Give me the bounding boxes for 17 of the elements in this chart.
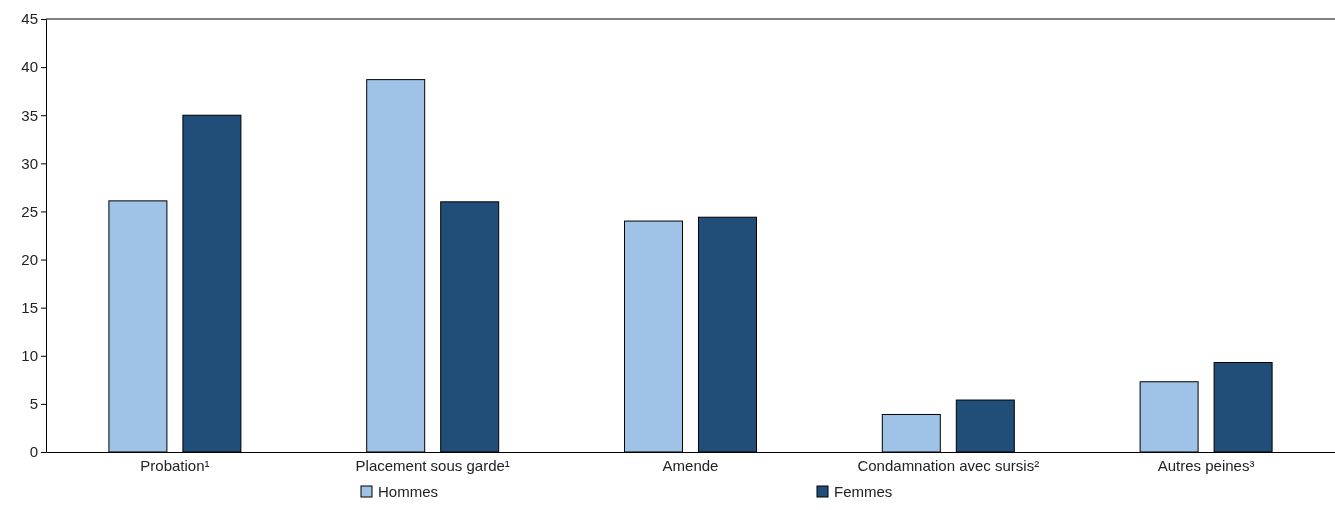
y-tick-label: 40 (21, 58, 38, 76)
legend-label: Hommes (378, 483, 439, 500)
y-tick-label: 20 (21, 250, 38, 268)
x-tick-label: Condamnation avec sursis² (857, 456, 1040, 474)
x-tick-label: Probation¹ (140, 456, 210, 474)
y-tick-label: 30 (21, 154, 38, 172)
legend-label: Femmes (834, 483, 893, 500)
x-tick-label: Placement sous garde¹ (355, 456, 510, 474)
y-tick-label: 15 (21, 298, 38, 316)
y-tick-label: 35 (21, 106, 38, 124)
x-tick-label: Amende (662, 456, 719, 474)
y-tick-label: 45 (21, 10, 38, 28)
y-tick-label: 10 (21, 347, 38, 365)
y-tick-label: 5 (29, 395, 38, 413)
x-tick-label: Autres peines³ (1157, 456, 1255, 474)
y-tick-label: 25 (21, 202, 38, 220)
y-tick-label: 0 (29, 443, 38, 461)
